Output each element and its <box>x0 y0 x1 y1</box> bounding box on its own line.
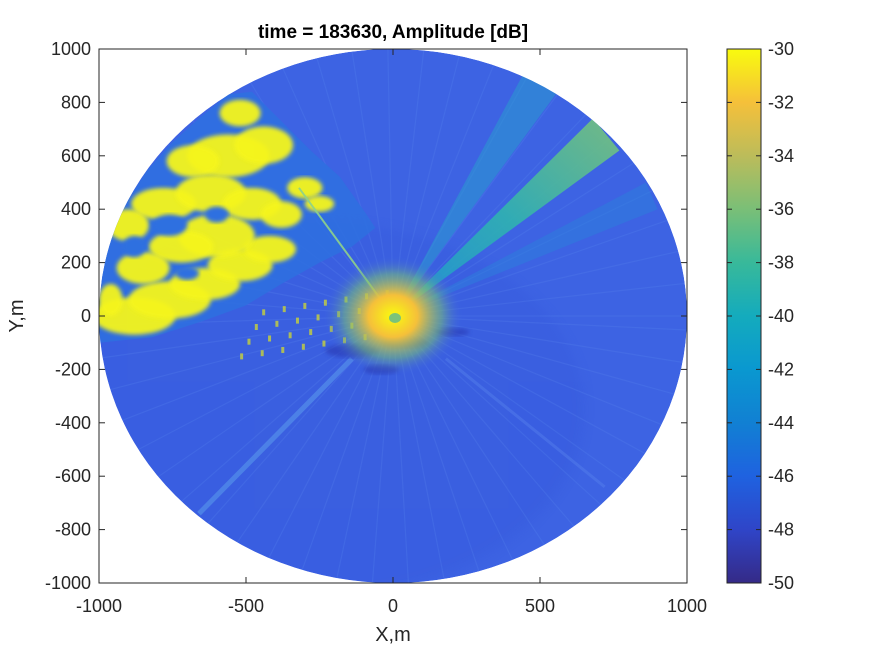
strong-return <box>166 145 220 178</box>
y-tick-label: 400 <box>61 199 91 219</box>
y-ticks: -1000 -800 -600 -400 -200 0 200 400 600 800 1000 <box>45 39 687 593</box>
point-return <box>309 329 313 336</box>
beam-main <box>393 118 620 316</box>
lower-right-streak <box>444 357 606 489</box>
y-tick-label: 800 <box>61 92 91 112</box>
colorbar-ticks: -50 -48 -46 -44 -42 -40 -38 -36 -34 -32 -30 <box>727 39 794 593</box>
point-return <box>275 320 279 327</box>
colorbar-tick-label: -46 <box>768 466 794 486</box>
radar-origin <box>389 313 401 323</box>
y-tick-label: 1000 <box>51 39 91 59</box>
x-tick-label: 0 <box>388 596 398 616</box>
colorbar-tick-label: -48 <box>768 520 794 540</box>
point-return <box>322 340 326 347</box>
point-return <box>281 346 285 353</box>
y-tick-label: -400 <box>55 413 91 433</box>
colorbar-tick-label: -34 <box>768 146 794 166</box>
colorbar-tick-label: -30 <box>768 39 794 59</box>
radar-image <box>99 49 687 583</box>
strong-return <box>148 230 214 263</box>
point-return <box>254 324 258 331</box>
point-return <box>301 343 305 350</box>
point-return <box>316 314 320 321</box>
weak-patch <box>122 235 147 258</box>
y-tick-label: -200 <box>55 359 91 379</box>
data-layer <box>99 49 687 583</box>
strong-return <box>219 99 261 127</box>
y-tick-label: 200 <box>61 253 91 273</box>
x-tick-label: -1000 <box>76 596 122 616</box>
point-return <box>295 317 299 324</box>
colorbar <box>726 48 762 584</box>
strong-return <box>116 251 170 284</box>
beam-tertiary <box>393 182 658 316</box>
y-tick-label: -600 <box>55 466 91 486</box>
x-ticks: -1000 -500 0 500 1000 <box>76 49 707 616</box>
point-return <box>262 309 266 316</box>
point-return <box>303 302 307 309</box>
x-tick-label: 500 <box>525 596 555 616</box>
strong-return <box>243 235 296 263</box>
y-tick-label: 600 <box>61 146 91 166</box>
point-return <box>268 335 272 342</box>
point-return <box>240 353 244 360</box>
weak-patch <box>151 214 188 236</box>
colorbar-tick-label: -42 <box>768 359 794 379</box>
y-tick-label: -800 <box>55 520 91 540</box>
strong-return <box>99 283 123 317</box>
point-return <box>247 338 251 345</box>
x-tick-label: 1000 <box>667 596 707 616</box>
point-return <box>260 350 264 357</box>
strong-return <box>260 201 302 228</box>
colorbar-tick-label: -38 <box>768 253 794 273</box>
strong-return <box>234 126 294 164</box>
point-return <box>282 306 286 313</box>
weak-patch <box>175 266 199 280</box>
weak-patch <box>204 206 229 223</box>
strong-return <box>287 177 323 199</box>
y-tick-label: 0 <box>81 306 91 326</box>
colorbar-tick-label: -36 <box>768 199 794 219</box>
colorbar-tick-label: -50 <box>768 573 794 593</box>
y-tick-label: -1000 <box>45 573 91 593</box>
point-return <box>288 332 292 339</box>
y-axis-label: Y,m <box>6 300 28 333</box>
colorbar-tick-label: -44 <box>768 413 794 433</box>
colorbar-tick-label: -40 <box>768 306 794 326</box>
colorbar-tick-label: -32 <box>768 92 794 112</box>
chart-title: time = 183630, Amplitude [dB] <box>258 22 528 43</box>
strong-return <box>304 195 335 212</box>
beam-secondary <box>393 75 558 316</box>
x-axis-label: X,m <box>375 624 411 646</box>
x-tick-label: -500 <box>228 596 264 616</box>
lower-streak <box>197 356 354 516</box>
